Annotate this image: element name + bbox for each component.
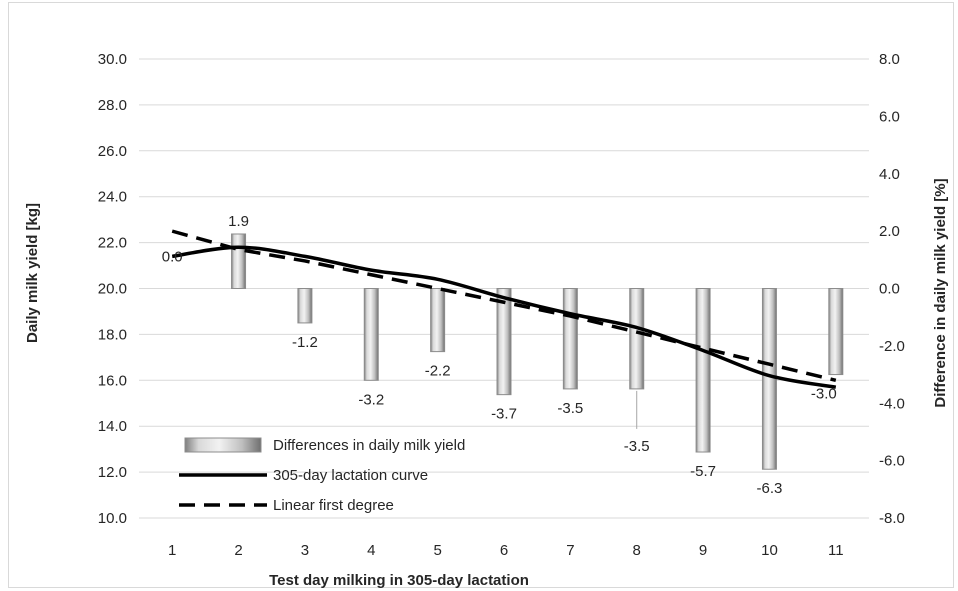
y-tick-label: 20.0 xyxy=(98,281,127,298)
data-label: -2.2 xyxy=(425,363,451,380)
data-labels: 0.0 1.9 -1.2 -3.2 -2.2 -3.7 -3.5 -3.5 -5.7 -6.3 -3… xyxy=(162,213,837,497)
bar xyxy=(430,288,446,353)
bar xyxy=(629,288,645,390)
bar xyxy=(761,288,777,470)
x-tick-label: 4 xyxy=(367,542,375,559)
data-label: -3.0 xyxy=(811,386,837,403)
y-tick-label: 24.0 xyxy=(98,189,127,206)
y2-tick-label: 2.0 xyxy=(879,223,900,240)
x-tick-label: 6 xyxy=(500,542,508,559)
y2-tick-label: 6.0 xyxy=(879,108,900,125)
bar xyxy=(828,288,844,376)
bar xyxy=(231,233,247,289)
y2-tick-label: 0.0 xyxy=(879,281,900,298)
y-tick-label: 12.0 xyxy=(98,464,127,481)
legend-bar-swatch xyxy=(184,437,262,453)
data-label: -3.5 xyxy=(557,400,583,417)
y-tick-label: 10.0 xyxy=(98,510,127,527)
y2-tick-label: -8.0 xyxy=(879,510,905,527)
y2-tick-label: -6.0 xyxy=(879,453,905,470)
legend: Differences in daily milk yield 305-day l… xyxy=(179,437,465,514)
data-label: 0.0 xyxy=(162,248,183,265)
legend-label: Linear first degree xyxy=(273,497,394,514)
x-tick-label: 11 xyxy=(828,542,844,559)
data-label: 1.9 xyxy=(228,213,249,230)
y-tick-label: 18.0 xyxy=(98,326,127,343)
y2-tick-label: -4.0 xyxy=(879,395,905,412)
bar xyxy=(562,288,578,390)
x-tick-label: 8 xyxy=(633,542,641,559)
chart-frame: 0.0 1.9 -1.2 -3.2 -2.2 -3.7 -3.5 -3.5 -5.7 -6.3 -3… xyxy=(8,2,954,589)
x-tick-label: 5 xyxy=(433,542,441,559)
data-label: -6.3 xyxy=(757,480,783,497)
bar xyxy=(363,288,379,381)
legend-label: 305-day lactation curve xyxy=(273,467,428,484)
y-tick-label: 16.0 xyxy=(98,372,127,389)
y-tick-label: 28.0 xyxy=(98,97,127,114)
bar-series xyxy=(231,233,844,470)
y-axis-title: Daily milk yield [kg] xyxy=(24,203,41,343)
y-tick-label: 30.0 xyxy=(98,51,127,68)
x-tick-label: 3 xyxy=(301,542,309,559)
x-tick-label: 2 xyxy=(234,542,242,559)
bar xyxy=(297,288,313,324)
y2-tick-label: 4.0 xyxy=(879,166,900,183)
y-tick-label: 14.0 xyxy=(98,418,127,435)
y2-tick-label: -2.0 xyxy=(879,338,905,355)
right-axis-ticks: -8.0 -6.0 -4.0 -2.0 0.0 2.0 4.0 6.0 8.0 xyxy=(879,51,905,527)
left-axis-ticks: 10.0 12.0 14.0 16.0 18.0 20.0 22.0 24.0 26.0 28.0… xyxy=(98,51,127,527)
bar xyxy=(695,288,711,453)
x-tick-label: 7 xyxy=(566,542,574,559)
x-axis-ticks: 1 2 3 4 5 6 7 8 9 10 11 xyxy=(168,542,844,559)
legend-label: Differences in daily milk yield xyxy=(273,437,465,454)
y-tick-label: 22.0 xyxy=(98,235,127,252)
data-label: -3.2 xyxy=(358,391,384,408)
y2-tick-label: 8.0 xyxy=(879,51,900,68)
x-tick-label: 10 xyxy=(761,542,778,559)
x-tick-label: 9 xyxy=(699,542,707,559)
data-label: -3.5 xyxy=(624,438,650,455)
y2-axis-title: Difference in daily milk yield [%] xyxy=(932,178,949,407)
data-label: -3.7 xyxy=(491,406,517,423)
y-tick-label: 26.0 xyxy=(98,143,127,160)
lactation-curve-line xyxy=(171,245,837,389)
x-tick-label: 1 xyxy=(168,542,176,559)
linear-trend-line xyxy=(171,229,837,383)
line-series xyxy=(171,229,837,389)
bar xyxy=(496,288,512,396)
x-axis-title: Test day milking in 305-day lactation xyxy=(269,572,529,589)
chart-svg: 0.0 1.9 -1.2 -3.2 -2.2 -3.7 -3.5 -3.5 -5.7 -6.3 -3… xyxy=(24,51,949,589)
data-label: -5.7 xyxy=(690,463,716,480)
data-label: -1.2 xyxy=(292,334,318,351)
